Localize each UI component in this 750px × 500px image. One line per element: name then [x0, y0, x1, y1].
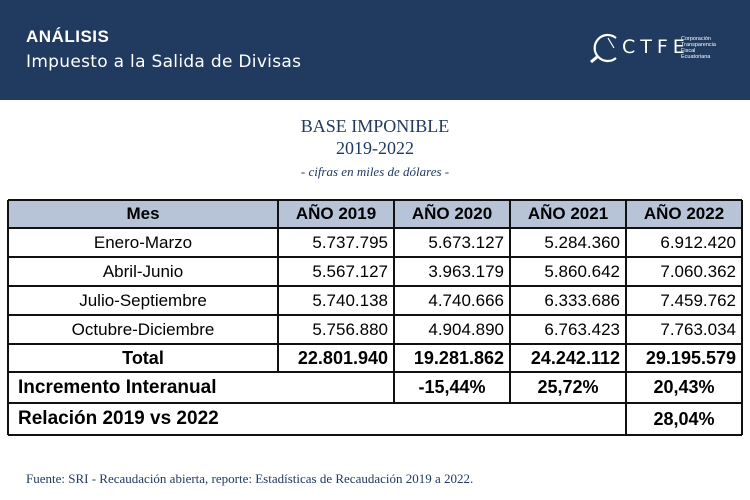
logo-wordmark: CTFE: [622, 36, 690, 58]
value-cell: 5.673.127: [428, 233, 504, 252]
logo-line: Transparencia: [681, 42, 716, 48]
value-cell: 6.333.686: [544, 291, 620, 310]
value-cell: 5.740.138: [312, 291, 388, 310]
relacion-label: Relación 2019 vs 2022: [18, 408, 219, 429]
value-cell: 7.060.362: [660, 262, 736, 281]
logo-line: Corporación: [681, 36, 711, 42]
row-label: Julio-Septiembre: [79, 291, 207, 310]
table-rule: [741, 200, 743, 435]
logo-magnifier-icon: [590, 33, 617, 64]
row-label: Abril-Junio: [102, 262, 184, 281]
value-cell: 5.737.795: [312, 233, 388, 252]
total-value: 24.242.112: [530, 348, 620, 368]
value-cell: 5.284.360: [544, 233, 620, 252]
value-cell: 5.756.880: [312, 320, 388, 339]
total-value: 22.801.940: [297, 348, 388, 368]
value-cell: 7.763.034: [660, 320, 736, 339]
logo-line: Fiscal: [681, 48, 696, 54]
table-rule: [8, 371, 742, 373]
table-rule: [8, 402, 742, 404]
relacion-value: 28,04%: [653, 409, 715, 429]
table-units-note: - cifras en miles de dólares -: [300, 164, 450, 179]
table-rule: [8, 285, 742, 287]
table-rule: [625, 403, 627, 435]
table-rule: [8, 314, 742, 316]
column-header-year: AÑO 2021: [527, 204, 609, 223]
ctfe-logo: CTFE Corporación Transparencia Fiscal Ec…: [588, 26, 738, 70]
table-rule: [393, 200, 395, 372]
base-imponible-table: Mes AÑO 2019 AÑO 2020 AÑO 2021 AÑO 2022 Enero…: [7, 199, 743, 436]
column-header-year: AÑO 2020: [411, 204, 493, 223]
table-rule: [393, 372, 395, 403]
value-cell: 6.763.423: [544, 320, 620, 339]
header-bar: ANÁLISIS Impuesto a la Salida de Divisas…: [0, 0, 750, 100]
total-value: 19.281.862: [413, 348, 504, 368]
column-header-year: AÑO 2019: [295, 204, 377, 223]
table-rule: [7, 200, 9, 435]
row-label: Enero-Marzo: [93, 233, 193, 252]
section-subtitle: Impuesto a la Salida de Divisas: [26, 52, 302, 72]
value-cell: 4.904.890: [428, 320, 504, 339]
table-rule: [277, 200, 279, 372]
table-rule: [509, 200, 511, 372]
total-label: Total: [122, 348, 164, 368]
value-cell: 3.963.179: [428, 262, 504, 281]
table-rule: [8, 199, 742, 201]
table-rule: [8, 227, 742, 229]
table-rule: [625, 200, 627, 372]
table-rule: [625, 372, 627, 403]
row-label: Octubre-Diciembre: [71, 320, 215, 339]
value-cell: 5.860.642: [544, 262, 620, 281]
table-rule: [509, 372, 511, 403]
value-cell: 7.459.762: [660, 291, 736, 310]
incremento-value: -15,44%: [418, 377, 486, 397]
table-title: BASE IMPONIBLE: [300, 116, 450, 136]
table-rule: [8, 434, 742, 436]
value-cell: 5.567.127: [312, 262, 388, 281]
column-header-mes: Mes: [126, 204, 160, 223]
source-note: Fuente: SRI - Recaudación abierta, repor…: [26, 471, 474, 486]
table-period: 2019-2022: [336, 138, 414, 158]
section-kicker: ANÁLISIS: [26, 27, 110, 46]
total-value: 29.195.579: [645, 348, 736, 368]
logo-line: Ecuatoriana: [681, 54, 711, 60]
incremento-label: Incremento Interanual: [18, 377, 217, 398]
value-cell: 6.912.420: [660, 233, 736, 252]
table-rule: [8, 343, 742, 345]
table-header-row: [8, 200, 742, 228]
incremento-value: 25,72%: [537, 377, 599, 397]
incremento-value: 20,43%: [653, 377, 715, 397]
value-cell: 4.740.666: [428, 291, 504, 310]
logo-description: Corporación Transparencia Fiscal Ecuator…: [681, 36, 716, 60]
column-header-year: AÑO 2022: [643, 204, 725, 223]
table-rule: [8, 256, 742, 258]
